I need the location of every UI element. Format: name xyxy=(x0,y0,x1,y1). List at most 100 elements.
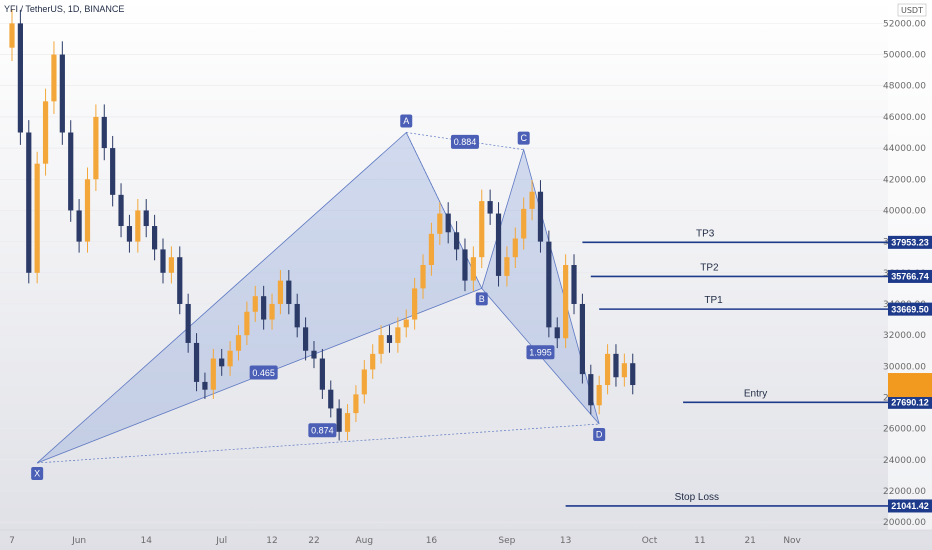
price-tick-label: 42000.00 xyxy=(883,175,926,185)
candle-body xyxy=(386,335,393,343)
candle-body xyxy=(59,54,65,133)
candle-body xyxy=(563,265,569,339)
candle-body xyxy=(453,232,460,250)
candle-body xyxy=(51,54,57,102)
point-badge xyxy=(475,292,488,306)
candle-body xyxy=(470,257,476,281)
ratio-badge xyxy=(526,345,555,360)
ratio-badge xyxy=(308,423,337,438)
level-price-tag xyxy=(888,499,932,513)
time-tick-label: 21 xyxy=(744,536,755,546)
level-price-tag xyxy=(888,269,932,283)
candle-body xyxy=(152,226,158,250)
level-price-label: 37953.23 xyxy=(891,238,929,248)
candle-body xyxy=(537,191,544,242)
level-name: Stop Loss xyxy=(675,492,719,503)
time-tick-label: 13 xyxy=(560,536,571,546)
pattern-ratios: 0.465 0.874 0.884 1.995 xyxy=(249,134,555,438)
price-tick-label: 30000.00 xyxy=(883,362,926,372)
level-price-tag xyxy=(888,235,932,249)
candle-body xyxy=(101,116,107,149)
ratio-label: 0.465 xyxy=(252,368,275,378)
candle-body xyxy=(462,249,468,281)
candle-body xyxy=(93,116,99,180)
candle-body xyxy=(143,210,149,227)
candle-body xyxy=(546,241,552,328)
point-label: D xyxy=(596,430,603,440)
price-tick-label: 32000.00 xyxy=(883,331,926,341)
level-name: Entry xyxy=(744,388,767,399)
time-tick-label: 16 xyxy=(426,536,438,546)
candle-body xyxy=(210,358,216,390)
time-tick-label: Sep xyxy=(498,536,515,546)
candle-body xyxy=(311,350,317,359)
candle-body xyxy=(596,385,602,406)
price-tick-label: 26000.00 xyxy=(883,425,926,435)
candle-body xyxy=(361,369,367,395)
ratio-label: 1.995 xyxy=(529,348,552,358)
pattern-line-ab xyxy=(405,132,483,289)
point-badge xyxy=(31,466,44,480)
candle-body xyxy=(529,191,535,209)
candle-body xyxy=(571,265,577,304)
candle-body xyxy=(235,335,242,351)
level-name: TP2 xyxy=(700,262,719,273)
time-tick-label: 11 xyxy=(694,536,705,546)
candle-body xyxy=(319,358,325,390)
level-price-label: 21041.42 xyxy=(891,501,929,511)
point-label: B xyxy=(479,294,485,304)
candle-body xyxy=(219,358,225,367)
level-price-label: 35766.74 xyxy=(891,272,929,282)
candle-body xyxy=(126,226,133,242)
candle-body xyxy=(168,257,174,273)
current-price-tag xyxy=(888,373,932,398)
ratio-badge xyxy=(450,134,479,149)
time-axis[interactable]: 7 Jun 14 Jul 12 22 Aug 16 Sep 13 Oct 11 21 Nov xyxy=(0,529,932,546)
candle-body xyxy=(353,394,359,414)
candle-body xyxy=(84,179,91,242)
pattern-line-xd xyxy=(37,423,600,464)
time-tick-label: Aug xyxy=(356,536,374,546)
candle-body xyxy=(336,408,342,432)
candle-body xyxy=(9,23,15,48)
level-price-tag xyxy=(888,302,932,316)
candle-body xyxy=(302,327,309,351)
time-tick-label: Jun xyxy=(71,536,86,546)
point-badge xyxy=(517,131,530,145)
candle-body xyxy=(521,208,527,239)
candle-body xyxy=(621,363,627,378)
candle-body xyxy=(588,374,594,406)
candle-body xyxy=(403,319,409,328)
point-label: A xyxy=(403,116,409,126)
point-label: X xyxy=(34,468,40,478)
level-price-label: 33669.50 xyxy=(891,304,929,314)
candle-body xyxy=(630,363,636,386)
candle-body xyxy=(76,210,82,242)
time-tick-label: Oct xyxy=(642,536,658,546)
candle-body xyxy=(34,163,40,273)
candle-body xyxy=(328,389,334,409)
candle-body xyxy=(504,257,510,276)
candle-body xyxy=(286,280,292,304)
price-tick-label: 52000.00 xyxy=(883,19,926,29)
time-tick-label: 14 xyxy=(140,536,152,546)
price-axis-currency: USDT xyxy=(901,6,923,15)
price-axis[interactable]: 20000.0022000.0024000.0026000.0028000.00… xyxy=(883,0,932,530)
level-name: TP1 xyxy=(704,295,723,306)
point-badge xyxy=(400,114,413,128)
candle-body xyxy=(68,132,74,211)
time-tick-label: Nov xyxy=(783,536,801,546)
ratio-badge xyxy=(249,365,278,380)
candle-body xyxy=(110,148,116,195)
candle-body xyxy=(294,303,300,328)
candle-body xyxy=(512,238,518,258)
level-price-label: 27690.12 xyxy=(891,398,929,408)
candle-body xyxy=(344,413,351,432)
candle-body xyxy=(160,249,166,273)
candle-body xyxy=(554,327,560,339)
candle-body xyxy=(277,280,284,304)
ratio-label: 0.874 xyxy=(311,426,334,436)
candle-body xyxy=(604,353,611,386)
candle-body xyxy=(428,233,435,265)
